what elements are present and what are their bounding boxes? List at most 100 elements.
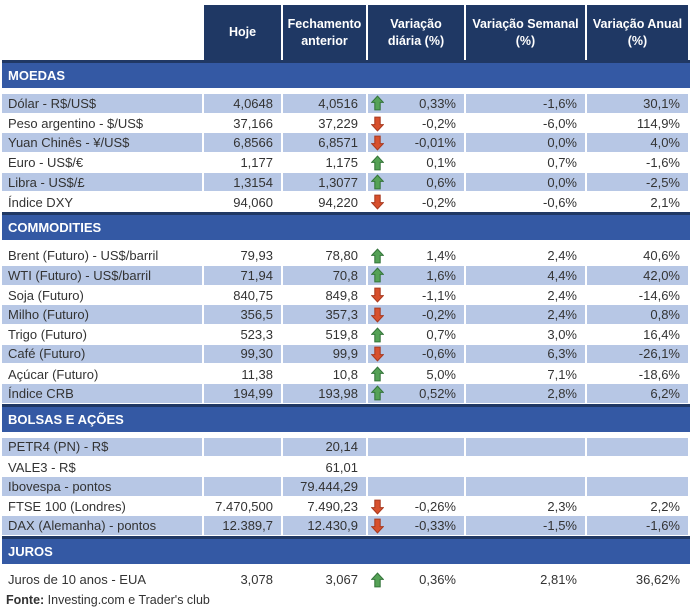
table-row: WTI (Futuro) - US$/barril 71,94 70,8 1,6% 4,… (2, 265, 690, 286)
hoje-value: 840,75 (233, 287, 273, 303)
hoje-value: 194,99 (233, 385, 273, 401)
fechamento-anterior-value: 193,98 (318, 385, 358, 401)
daily-change-value: -0,6% (422, 346, 456, 362)
weekly-change-value: -1,5% (543, 518, 577, 534)
fechamento-anterior-value: 1,3077 (318, 174, 358, 190)
hoje-value: 356,5 (240, 307, 273, 323)
fechamento-anterior-value: 4,0516 (318, 95, 358, 111)
section-header-bolsas-e-acoes: BOLSAS E AÇÕES (2, 403, 690, 432)
annual-change-value: -26,1% (638, 346, 680, 362)
row-label: Brent (Futuro) - US$/barril (8, 248, 159, 264)
daily-change-value: 0,6% (426, 174, 456, 190)
trend-down-arrow-icon (371, 346, 384, 362)
row-label: VALE3 - R$ (8, 459, 76, 475)
column-header-variacao-semanal: Variação Semanal (%) (466, 5, 587, 60)
fechamento-anterior-value: 20,14 (325, 439, 358, 455)
trend-up-arrow-icon (371, 248, 384, 264)
daily-change-value: -0,33% (414, 518, 456, 534)
daily-change-value: -0,2% (422, 307, 456, 323)
weekly-change-value: 3,0% (547, 327, 577, 343)
weekly-change-value: 6,3% (547, 346, 577, 362)
table-body: MOEDAS Dólar - R$/US$ 4,0648 4,0516 0,33% -1,… (2, 60, 690, 590)
table-row: Juros de 10 anos - EUA 3,078 3,067 0,36% 2,8… (2, 570, 690, 590)
fechamento-anterior-value: 519,8 (325, 327, 358, 343)
hoje-value: 523,3 (240, 327, 273, 343)
weekly-change-value: 2,81% (540, 572, 577, 588)
table-row: Café (Futuro) 99,30 99,9 -0,6% 6,3% -26,1% (2, 344, 690, 365)
trend-up-arrow-icon (371, 95, 384, 111)
fechamento-anterior-value: 79.444,29 (300, 478, 358, 494)
fechamento-anterior-value: 12.430,9 (307, 518, 358, 534)
section-header-commodities: COMMODITIES (2, 212, 690, 241)
table-row: Índice DXY 94,060 94,220 -0,2% -0,6% 2,1% (2, 192, 690, 213)
fechamento-anterior-value: 7.490,23 (307, 499, 358, 515)
trend-up-arrow-icon (371, 366, 384, 382)
row-label: Milho (Futuro) (8, 307, 89, 323)
column-header-variacao-anual: Variação Anual (%) (587, 5, 688, 60)
trend-down-arrow-icon (371, 116, 384, 132)
fechamento-anterior-value: 10,8 (332, 366, 358, 382)
annual-change-value: -2,5% (646, 174, 680, 190)
table-header: Hoje Fechamento anterior Variação diária… (2, 5, 690, 60)
trend-down-arrow-icon (371, 135, 384, 151)
hoje-value: 11,38 (241, 366, 273, 382)
weekly-change-value: 0,7% (547, 155, 577, 171)
weekly-change-value: 2,8% (547, 385, 577, 401)
annual-change-value: -1,6% (646, 518, 680, 534)
hoje-value: 12.389,7 (222, 518, 273, 534)
row-label: Euro - US$/€ (8, 155, 84, 171)
fechamento-anterior-value: 37,229 (318, 116, 358, 132)
weekly-change-value: 2,3% (547, 499, 577, 515)
weekly-change-value: 2,4% (547, 287, 577, 303)
annual-change-value: 36,62% (635, 572, 680, 588)
trend-up-arrow-icon (371, 155, 384, 171)
row-label: Índice CRB (8, 385, 74, 401)
row-label: Juros de 10 anos - EUA (8, 572, 147, 588)
fechamento-anterior-value: 849,8 (325, 287, 358, 303)
annual-change-value: 2,1% (650, 194, 680, 210)
table-row: Dólar - R$/US$ 4,0648 4,0516 0,33% -1,6% 30,1… (2, 94, 690, 114)
daily-change-value: 0,33% (419, 95, 456, 111)
daily-change-value: -1,1% (422, 287, 456, 303)
row-label: DAX (Alemanha) - pontos (8, 518, 157, 534)
trend-down-arrow-icon (371, 499, 384, 515)
section-header-juros: JUROS (2, 536, 690, 565)
trend-up-arrow-icon (371, 385, 384, 401)
hoje-value: 37,166 (233, 116, 273, 132)
table-row: Yuan Chinês - ¥/US$ 6,8566 6,8571 -0,01% 0,0… (2, 133, 690, 154)
row-label: Ibovespa - pontos (8, 478, 112, 494)
annual-change-value: 0,8% (650, 307, 680, 323)
annual-change-value: 114,9% (636, 116, 680, 132)
trend-down-arrow-icon (371, 194, 384, 210)
table-row: FTSE 100 (Londres) 7.470,500 7.490,23 -0,26… (2, 496, 690, 517)
weekly-change-value: -1,6% (543, 95, 577, 111)
daily-change-value: -0,01% (414, 135, 456, 151)
annual-change-value: 4,0% (650, 135, 680, 151)
row-label: Trigo (Futuro) (8, 327, 87, 343)
column-header-variacao-diaria: Variação diária (%) (368, 5, 466, 60)
table-row: Açúcar (Futuro) 11,38 10,8 5,0% 7,1% -18,6% (2, 364, 690, 384)
table-row: Soja (Futuro) 840,75 849,8 -1,1% 2,4% -14,6% (2, 285, 690, 306)
section-header-moedas: MOEDAS (2, 60, 690, 88)
table-row: Libra - US$/£ 1,3154 1,3077 0,6% 0,0% -2,5% (2, 172, 690, 193)
trend-down-arrow-icon (371, 287, 384, 303)
row-label: Café (Futuro) (8, 346, 86, 362)
fechamento-anterior-value: 357,3 (325, 307, 358, 323)
row-label: Dólar - R$/US$ (8, 95, 97, 111)
table-row: PETR4 (PN) - R$ 20,14 (2, 437, 690, 458)
row-label: Libra - US$/£ (8, 174, 85, 190)
row-label: Açúcar (Futuro) (8, 366, 99, 382)
annual-change-value: -1,6% (646, 155, 680, 171)
annual-change-value: 16,4% (643, 327, 680, 343)
hoje-value: 1,177 (240, 155, 273, 171)
table-row: Trigo (Futuro) 523,3 519,8 0,7% 3,0% 16,4% (2, 324, 690, 345)
fechamento-anterior-value: 61,01 (325, 459, 358, 475)
annual-change-value: 6,2% (650, 385, 680, 401)
hoje-value: 79,93 (240, 248, 273, 264)
fechamento-anterior-value: 78,80 (325, 248, 358, 264)
fechamento-anterior-value: 94,220 (318, 194, 358, 210)
trend-up-arrow-icon (371, 572, 384, 588)
section-rows-juros: Juros de 10 anos - EUA 3,078 3,067 0,36% 2,8… (2, 570, 690, 590)
annual-change-value: -18,6% (638, 366, 680, 382)
fechamento-anterior-value: 70,8 (332, 267, 358, 283)
